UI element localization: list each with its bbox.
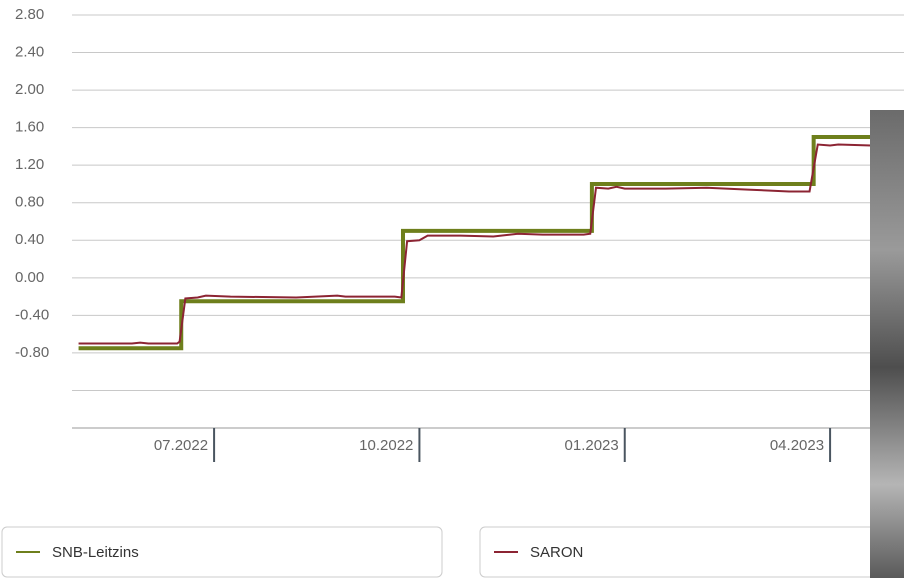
legend-label: SNB-Leitzins — [52, 544, 139, 561]
x-tick-label: 07.2022 — [154, 437, 208, 454]
x-tick-label: 10.2022 — [359, 437, 413, 454]
x-tick-label: 04.2023 — [770, 437, 824, 454]
legend-box — [479, 526, 904, 578]
y-tick-label: -0.40 — [15, 306, 49, 323]
y-tick-label: 2.40 — [15, 44, 44, 61]
y-tick-label: -0.80 — [15, 344, 49, 361]
legend-box — [1, 526, 443, 578]
x-tick-label: 01.2023 — [565, 437, 619, 454]
y-tick-label: 1.60 — [15, 119, 44, 136]
series-line — [78, 143, 872, 345]
photo-overlay — [870, 110, 904, 578]
y-tick-label: 0.40 — [15, 231, 44, 248]
y-tick-label: 2.80 — [15, 6, 44, 23]
y-tick-label: 2.00 — [15, 81, 44, 98]
y-tick-label: 1.20 — [15, 156, 44, 173]
y-tick-label: 0.80 — [15, 194, 44, 211]
legend-label: SARON — [530, 544, 583, 561]
series-line — [78, 135, 872, 351]
y-tick-label: 0.00 — [15, 269, 44, 286]
